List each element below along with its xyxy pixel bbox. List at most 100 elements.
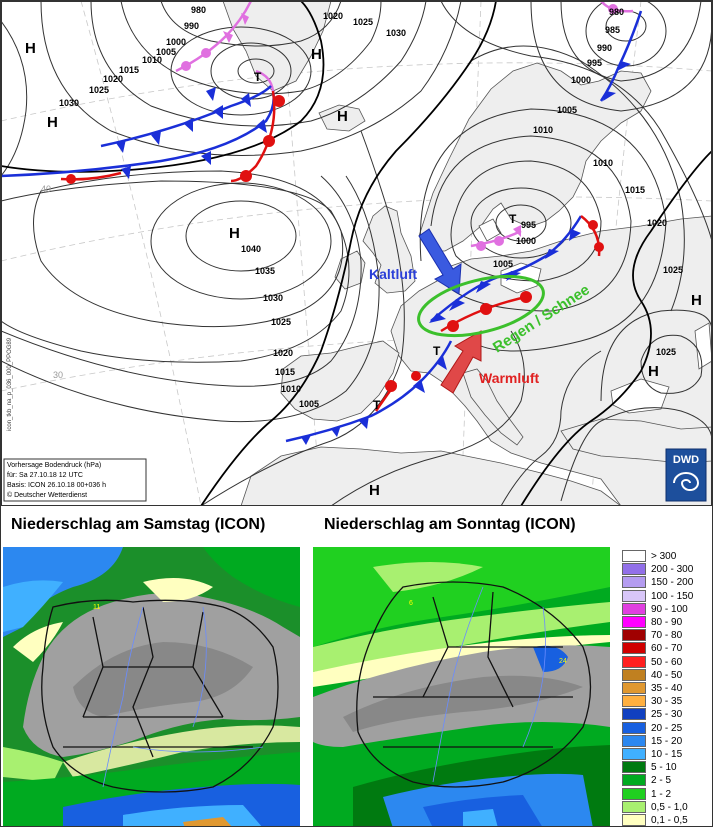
legend-item: 1 - 2	[622, 787, 710, 801]
pressure-label: 1035	[255, 266, 275, 276]
precip-zone	[313, 602, 610, 672]
pressure-label: 1020	[323, 11, 343, 21]
pressure-label: 980	[191, 5, 206, 15]
legend-swatch	[622, 668, 646, 681]
precip-zone	[203, 547, 300, 607]
map-value-label: 24	[559, 658, 567, 665]
legend-swatch	[622, 748, 646, 760]
legend-label: 40 - 50	[651, 669, 683, 681]
legend-label: 15 - 20	[651, 735, 683, 747]
rivers	[432, 586, 546, 783]
legend-label: 25 - 30	[651, 709, 683, 721]
saturday-caption: Niederschlag am Samstag (ICON)	[11, 516, 266, 533]
legend-label: 0,1 - 0,5	[651, 815, 688, 826]
legend-item: 5 - 10	[622, 761, 710, 774]
pressure-label: 1025	[271, 317, 291, 327]
latitude-label: 40	[41, 184, 51, 194]
legend-swatch	[622, 655, 646, 668]
legend-swatch	[622, 576, 646, 589]
occlusion-front-scandinavia	[470, 225, 522, 251]
precip-zone	[373, 562, 483, 592]
warm-air-label: Warmluft	[479, 370, 539, 386]
pressure-label: 1010	[593, 158, 613, 168]
cold-front-north	[1, 85, 275, 179]
low-label: T	[254, 70, 262, 84]
pressure-label: 1005	[299, 399, 319, 409]
cold-front-central	[429, 215, 583, 323]
pressure-label: 1030	[263, 293, 283, 303]
legend-item: 50 - 60	[622, 655, 710, 669]
pressure-label: 1010	[533, 125, 553, 135]
pressure-label: 995	[587, 58, 602, 68]
precip-zone	[3, 580, 63, 632]
pressure-label: 1000	[166, 37, 186, 47]
legend-swatch	[622, 814, 646, 826]
legend-item: 40 - 50	[622, 668, 710, 682]
land-masses	[222, 1, 712, 506]
state-borders	[356, 581, 592, 788]
high-label: H	[229, 225, 240, 242]
precip-zone	[123, 805, 262, 826]
legend-label: 1 - 2	[651, 788, 672, 800]
occlusion-front-north	[175, 1, 275, 92]
pressure-label: 1030	[386, 28, 406, 38]
pressure-label: 995	[521, 220, 536, 230]
precip-zone	[63, 725, 300, 777]
info-line: © Deutscher Wetterdienst	[7, 491, 87, 499]
legend-item: 150 - 200	[622, 576, 710, 589]
legend-swatch	[622, 761, 646, 774]
precip-zone	[533, 645, 568, 672]
legend-label: 2 - 5	[651, 775, 672, 787]
legend-label: 150 - 200	[651, 577, 694, 589]
legend-item: 15 - 20	[622, 734, 710, 748]
legend-swatch	[622, 721, 646, 734]
pressure-label: 1025	[656, 347, 676, 357]
pressure-label: 1005	[493, 259, 513, 269]
high-label: H	[25, 40, 36, 57]
precip-zone	[143, 578, 213, 602]
isobar-bold	[1, 1, 712, 506]
legend-swatch	[622, 629, 646, 642]
map-value-label: 11	[93, 604, 100, 611]
cold-air-arrow-icon	[418, 228, 462, 295]
legend-label: 50 - 60	[651, 656, 683, 668]
legend-item: > 300	[622, 550, 710, 563]
legend-swatch	[622, 589, 646, 602]
legend-swatch	[622, 550, 646, 562]
legend-item: 0,5 - 1,0	[622, 800, 710, 814]
pressure-label: 985	[605, 25, 620, 35]
pressure-label: 1000	[516, 236, 536, 246]
pressure-label: 1020	[273, 348, 293, 358]
legend-swatch	[622, 695, 646, 708]
state-borders	[41, 599, 279, 793]
pressure-label: 1010	[142, 55, 162, 65]
surface-pressure-map: 980 990 1000 1005 1010 1015 1020 1025 10…	[1, 1, 712, 506]
legend-label: 0,5 - 1,0	[651, 801, 688, 813]
pressure-label: 1020	[103, 74, 123, 84]
legend-item: 80 - 90	[622, 616, 710, 629]
precip-zone	[183, 817, 232, 826]
legend-swatch	[622, 708, 646, 721]
info-line: Basis: ICON 26.10.18 00+036 h	[7, 482, 106, 489]
legend-label: 5 - 10	[651, 762, 677, 774]
info-line: für: Sa 27.10.18 12 UTC	[7, 472, 83, 479]
cold-front-northeast	[599, 1, 643, 102]
legend-label: 80 - 90	[651, 617, 683, 628]
pressure-label: 1005	[156, 47, 176, 57]
low-label: T	[509, 212, 517, 226]
latitude-label: 30	[53, 370, 63, 380]
precipitation-legend: > 300 200 - 300 150 - 200 100 - 150 90 - 100…	[619, 547, 711, 826]
low-label: T	[373, 398, 381, 412]
legend-item: 25 - 30	[622, 708, 710, 721]
legend-swatch	[622, 642, 646, 655]
precip-dry-area	[73, 642, 253, 717]
pressure-label: 1020	[647, 218, 667, 228]
legend-label: > 300	[651, 551, 677, 562]
inland-seas	[478, 218, 712, 414]
sunday-caption: Niederschlag am Sonntag (ICON)	[324, 516, 576, 533]
rain-snow-ellipse	[417, 274, 545, 338]
map-value-label: 6	[409, 600, 413, 607]
legend-swatch	[622, 787, 646, 800]
warm-front-north	[60, 90, 285, 184]
pressure-label: 1000	[571, 75, 591, 85]
